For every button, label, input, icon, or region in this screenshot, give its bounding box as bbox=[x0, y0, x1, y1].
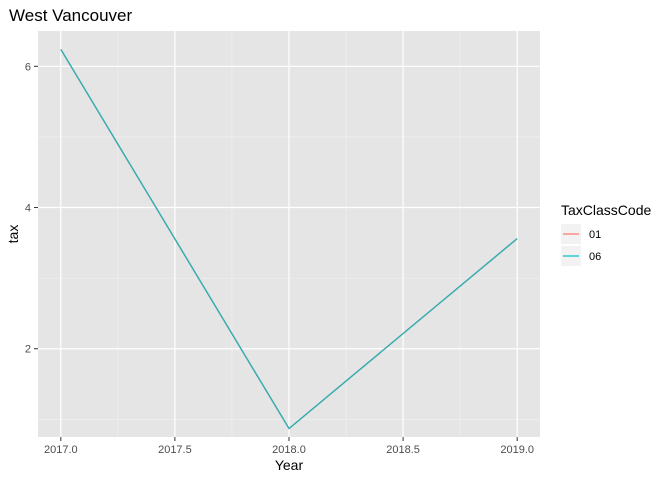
x-tick-label: 2017.0 bbox=[44, 444, 78, 456]
y-axis: 2 4 6 bbox=[25, 61, 38, 356]
x-tick-label: 2017.5 bbox=[158, 444, 192, 456]
x-tick-label: 2018.5 bbox=[386, 444, 420, 456]
x-tick-label: 2018.0 bbox=[272, 444, 306, 456]
x-axis: 2017.0 2017.5 2018.0 2018.5 2019.0 bbox=[44, 437, 534, 456]
x-tick-label: 2019.0 bbox=[500, 444, 534, 456]
series-layer bbox=[60, 48, 518, 430]
y-tick-label: 6 bbox=[25, 61, 31, 73]
legend-label: 01 bbox=[589, 229, 601, 241]
legend-title: TaxClassCode bbox=[561, 202, 651, 218]
legend-keys: 01 06 bbox=[561, 224, 601, 266]
legend: TaxClassCode 01 06 bbox=[561, 202, 651, 266]
major-gridlines bbox=[38, 31, 540, 437]
legend-label: 06 bbox=[589, 251, 601, 263]
y-tick-label: 2 bbox=[25, 344, 31, 356]
y-axis-title: tax bbox=[5, 225, 21, 244]
plot-panel bbox=[38, 31, 540, 437]
chart-title: West Vancouver bbox=[9, 6, 132, 25]
y-tick-label: 4 bbox=[25, 203, 31, 215]
series-line-06 bbox=[60, 48, 518, 430]
x-axis-title: Year bbox=[275, 457, 304, 473]
